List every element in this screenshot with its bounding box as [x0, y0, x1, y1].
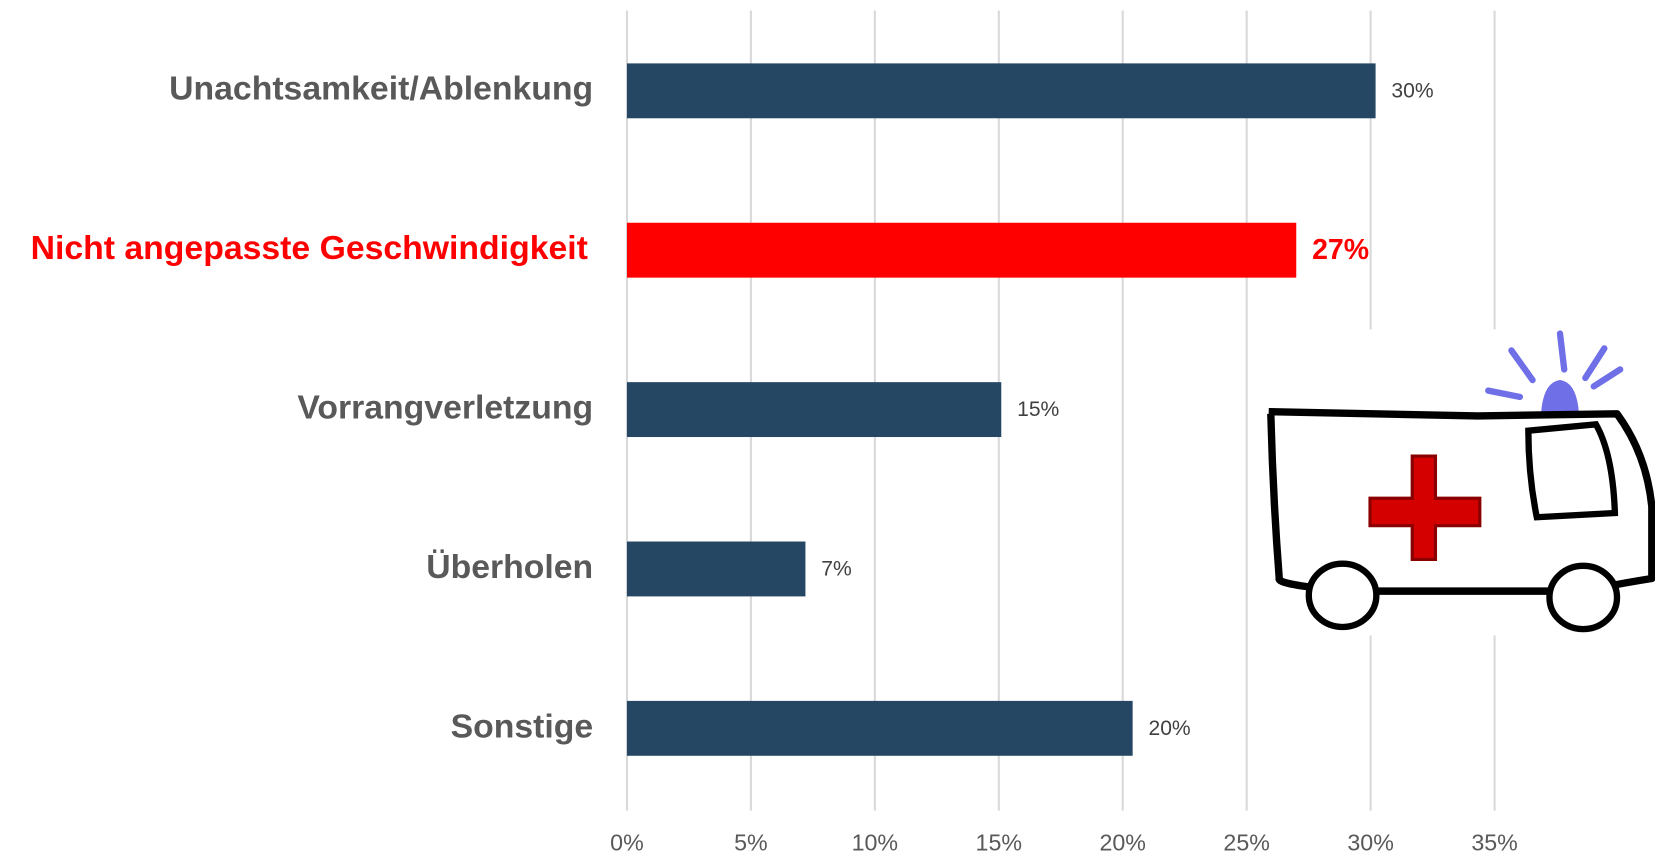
- bar: [626, 541, 806, 597]
- category-label: Nicht angepasste Geschwindigkeit: [31, 229, 588, 267]
- bar: [626, 222, 1297, 278]
- van-body: [1267, 408, 1655, 595]
- x-tick-label: 15%: [976, 830, 1022, 854]
- wheel: [1305, 560, 1380, 631]
- x-tick-label: 35%: [1471, 830, 1517, 854]
- value-label: 27%: [1312, 234, 1369, 266]
- value-label: 30%: [1391, 79, 1433, 102]
- category-label: Sonstige: [451, 707, 594, 745]
- x-tick-label: 20%: [1099, 830, 1145, 854]
- x-tick-label: 25%: [1223, 830, 1269, 854]
- labels: 0% 5% 10% 15% 20% 25% 30% 35% 30% Unachtsamkeit/A…: [31, 70, 1518, 854]
- x-tick-label: 30%: [1347, 830, 1393, 854]
- bars: [626, 63, 1376, 756]
- x-tick-label: 10%: [852, 830, 898, 854]
- ambulance-illustration: [1251, 329, 1655, 636]
- category-label: Vorrangverletzung: [297, 389, 593, 427]
- value-label: 20%: [1148, 717, 1190, 740]
- value-label: 7%: [821, 558, 852, 581]
- van-window: [1525, 421, 1619, 521]
- value-label: 15%: [1017, 398, 1059, 421]
- red-cross: [1368, 454, 1482, 562]
- bar: [626, 63, 1376, 119]
- x-tick-label: 5%: [734, 830, 768, 854]
- bar: [626, 382, 1002, 438]
- x-tick-label: 0%: [610, 830, 644, 854]
- wheel: [1546, 562, 1621, 633]
- category-label: Überholen: [426, 548, 593, 586]
- category-label: Unachtsamkeit/Ablenkung: [169, 70, 593, 108]
- siren: [1541, 380, 1580, 414]
- siren-rays: [1485, 330, 1624, 401]
- bar: [626, 700, 1133, 756]
